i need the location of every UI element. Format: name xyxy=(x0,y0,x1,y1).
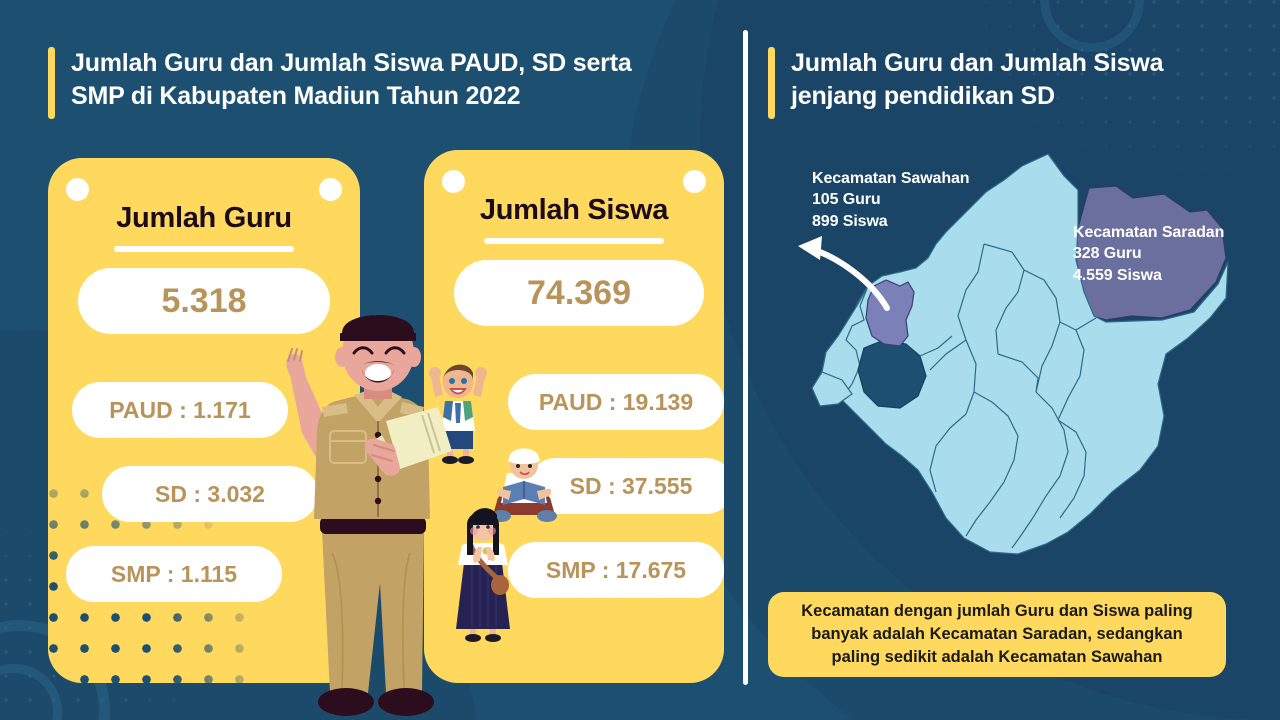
siswa-smp-pill: SMP : 17.675 xyxy=(508,542,724,598)
guru-total-pill: 5.318 xyxy=(78,268,330,334)
right-title-text: Jumlah Guru dan Jumlah Siswa jenjang pen… xyxy=(791,49,1164,111)
map-caption-box: Kecamatan dengan jumlah Guru dan Siswa p… xyxy=(768,592,1226,677)
punch-hole-right xyxy=(319,178,342,201)
stat-card-siswa: Jumlah Siswa 74.369 PAUD : 19.139 SD : 3… xyxy=(424,150,724,683)
map-subdistrict-boundaries xyxy=(919,243,1097,549)
map-label-sawahan: Kecamatan Sawahan 105 Guru 899 Siswa xyxy=(812,170,970,230)
guru-sd-pill: SD : 3.032 xyxy=(102,466,318,522)
map-pointer-arrow xyxy=(798,236,890,311)
title-accent-bar xyxy=(48,47,55,119)
card-heading-siswa: Jumlah Siswa xyxy=(479,194,669,226)
heading-underline xyxy=(484,238,664,244)
left-panel-title: Jumlah Guru dan Jumlah Siswa PAUD, SD se… xyxy=(48,47,632,119)
map-region-main[interactable] xyxy=(821,153,1229,555)
student-girl-illustration xyxy=(456,508,510,642)
punch-hole-left xyxy=(442,170,465,193)
heading-underline xyxy=(114,246,294,252)
guru-smp-pill: SMP : 1.115 xyxy=(66,546,282,602)
siswa-paud-pill: PAUD : 19.139 xyxy=(508,374,724,430)
map-label-saradan: Kecamatan Saradan 328 Guru 4.559 Siswa xyxy=(1073,224,1225,284)
right-panel-title: Jumlah Guru dan Jumlah Siswa jenjang pen… xyxy=(768,47,1163,119)
madiun-regency-map xyxy=(798,153,1229,555)
panel-divider xyxy=(743,30,748,685)
map-region-southwest[interactable] xyxy=(811,371,853,407)
guru-paud-pill: PAUD : 1.171 xyxy=(72,382,288,438)
student-sitting-reading-illustration xyxy=(491,448,557,522)
student-boy-cheering-illustration xyxy=(429,364,487,464)
title-accent-bar xyxy=(768,47,775,119)
siswa-sd-pill: SD : 37.555 xyxy=(528,458,724,514)
decorative-ring-small xyxy=(0,664,62,720)
map-container: Kecamatan Sawahan 105 Guru 899 Siswa Kec… xyxy=(760,140,1260,580)
card-heading-guru: Jumlah Guru xyxy=(116,202,292,234)
punch-hole-left xyxy=(66,178,89,201)
left-title-text: Jumlah Guru dan Jumlah Siswa PAUD, SD se… xyxy=(71,49,632,111)
teacher-illustration xyxy=(286,315,452,716)
punch-hole-right xyxy=(683,170,706,193)
siswa-total-pill: 74.369 xyxy=(454,260,704,326)
